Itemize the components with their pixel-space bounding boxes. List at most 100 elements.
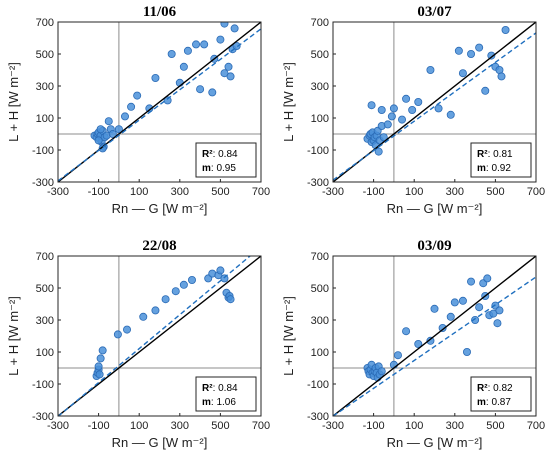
data-point xyxy=(216,35,225,44)
slope-stat: m: 0.87 xyxy=(477,397,511,408)
data-point xyxy=(450,298,459,307)
x-tick-label: 500 xyxy=(211,186,229,198)
x-axis-label: Rn — G [W m⁻²] xyxy=(112,201,208,216)
m-value: : 0.92 xyxy=(486,163,511,174)
r2-label: R² xyxy=(477,149,488,160)
data-point xyxy=(434,104,443,113)
data-point xyxy=(179,280,188,289)
r2-label: R² xyxy=(477,383,488,394)
data-point xyxy=(226,72,235,81)
r2-label: R² xyxy=(202,383,213,394)
data-point xyxy=(226,295,235,304)
data-point xyxy=(151,306,160,315)
data-point xyxy=(200,40,209,49)
data-point xyxy=(438,323,447,332)
data-point xyxy=(171,287,180,296)
y-tick-label: 300 xyxy=(311,315,329,327)
panel-title: 22/08 xyxy=(142,238,176,254)
data-point xyxy=(495,306,504,315)
data-point xyxy=(183,46,192,55)
stats-box xyxy=(470,376,532,412)
x-tick-label: 300 xyxy=(446,186,464,198)
y-tick-label: 700 xyxy=(311,17,329,29)
r2-stat: R²: 0.84 xyxy=(202,149,238,160)
data-point xyxy=(127,102,136,111)
data-point xyxy=(179,62,188,71)
data-point xyxy=(481,86,490,95)
x-tick-label: -100 xyxy=(363,420,385,432)
data-point xyxy=(471,315,480,324)
regression-fit-line xyxy=(58,28,261,182)
y-tick-label: 100 xyxy=(311,347,329,359)
y-tick-label: 700 xyxy=(311,251,329,263)
x-axis-label: Rn — G [W m⁻²] xyxy=(387,435,483,450)
x-tick-label: 500 xyxy=(211,420,229,432)
m-label: m xyxy=(477,163,486,174)
y-axis-label: L + H [W m⁻²] xyxy=(281,296,296,376)
regression-fit-line xyxy=(333,276,536,416)
data-point xyxy=(220,22,229,28)
y-tick-label: 500 xyxy=(311,283,329,295)
data-point xyxy=(398,115,407,124)
data-point xyxy=(113,330,122,339)
plot-inner xyxy=(58,22,261,182)
panel-title: 11/06 xyxy=(143,4,177,20)
y-axis-label: L + H [W m⁻²] xyxy=(6,296,21,376)
x-axis-label: Rn — G [W m⁻²] xyxy=(387,201,483,216)
m-value: : 0.95 xyxy=(211,163,236,174)
data-point xyxy=(377,106,386,115)
y-tick-label: 500 xyxy=(311,49,329,61)
panel-title: 03/09 xyxy=(417,238,451,254)
data-point xyxy=(377,367,386,376)
data-point xyxy=(230,24,239,33)
m-value: : 0.87 xyxy=(486,397,511,408)
data-point xyxy=(402,327,411,336)
chart-panel-1: -300 -100 100 300 500 700 -300 -100 100 300 500 700… xyxy=(6,4,270,216)
chart-panel-4: -300 -100 100 300 500 700 -300 -100 100 300 500 700… xyxy=(281,238,545,450)
data-point xyxy=(379,133,388,142)
data-point xyxy=(458,296,467,305)
data-point xyxy=(446,110,455,119)
data-point xyxy=(467,50,476,59)
data-point xyxy=(98,346,107,355)
data-point xyxy=(462,347,471,356)
data-point xyxy=(123,325,132,334)
data-point xyxy=(387,112,396,121)
data-point xyxy=(216,266,225,275)
x-tick-label: 700 xyxy=(252,420,270,432)
r2-stat: R²: 0.82 xyxy=(477,383,513,394)
plot-inner xyxy=(58,256,261,416)
y-tick-label: 700 xyxy=(36,17,54,29)
x-tick-label: -100 xyxy=(363,186,385,198)
y-tick-label: 100 xyxy=(36,113,54,125)
data-point xyxy=(104,117,113,126)
y-tick-label: 500 xyxy=(36,283,54,295)
r2-stat: R²: 0.84 xyxy=(202,383,238,394)
one-to-one-line xyxy=(58,256,261,416)
r2-value: : 0.84 xyxy=(213,149,238,160)
data-point xyxy=(196,85,205,94)
y-tick-label: 300 xyxy=(36,81,54,93)
data-point xyxy=(501,25,510,34)
data-point xyxy=(224,62,233,71)
y-tick-label: -100 xyxy=(32,145,54,157)
data-point xyxy=(187,275,196,284)
data-point xyxy=(151,74,160,83)
data-point xyxy=(208,88,217,97)
x-tick-label: -100 xyxy=(88,186,110,198)
y-tick-label: 100 xyxy=(311,113,329,125)
data-point xyxy=(167,50,176,59)
data-point xyxy=(393,351,402,360)
x-tick-label: 300 xyxy=(171,420,189,432)
r2-value: : 0.81 xyxy=(488,149,513,160)
data-point xyxy=(489,309,498,318)
x-tick-label: 100 xyxy=(130,186,148,198)
data-point xyxy=(414,339,423,348)
plot-inner xyxy=(333,22,536,182)
x-tick-label: 700 xyxy=(527,420,545,432)
data-point xyxy=(454,46,463,55)
data-point xyxy=(120,112,129,121)
r2-stat: R²: 0.81 xyxy=(477,149,513,160)
x-tick-label: -300 xyxy=(47,420,69,432)
